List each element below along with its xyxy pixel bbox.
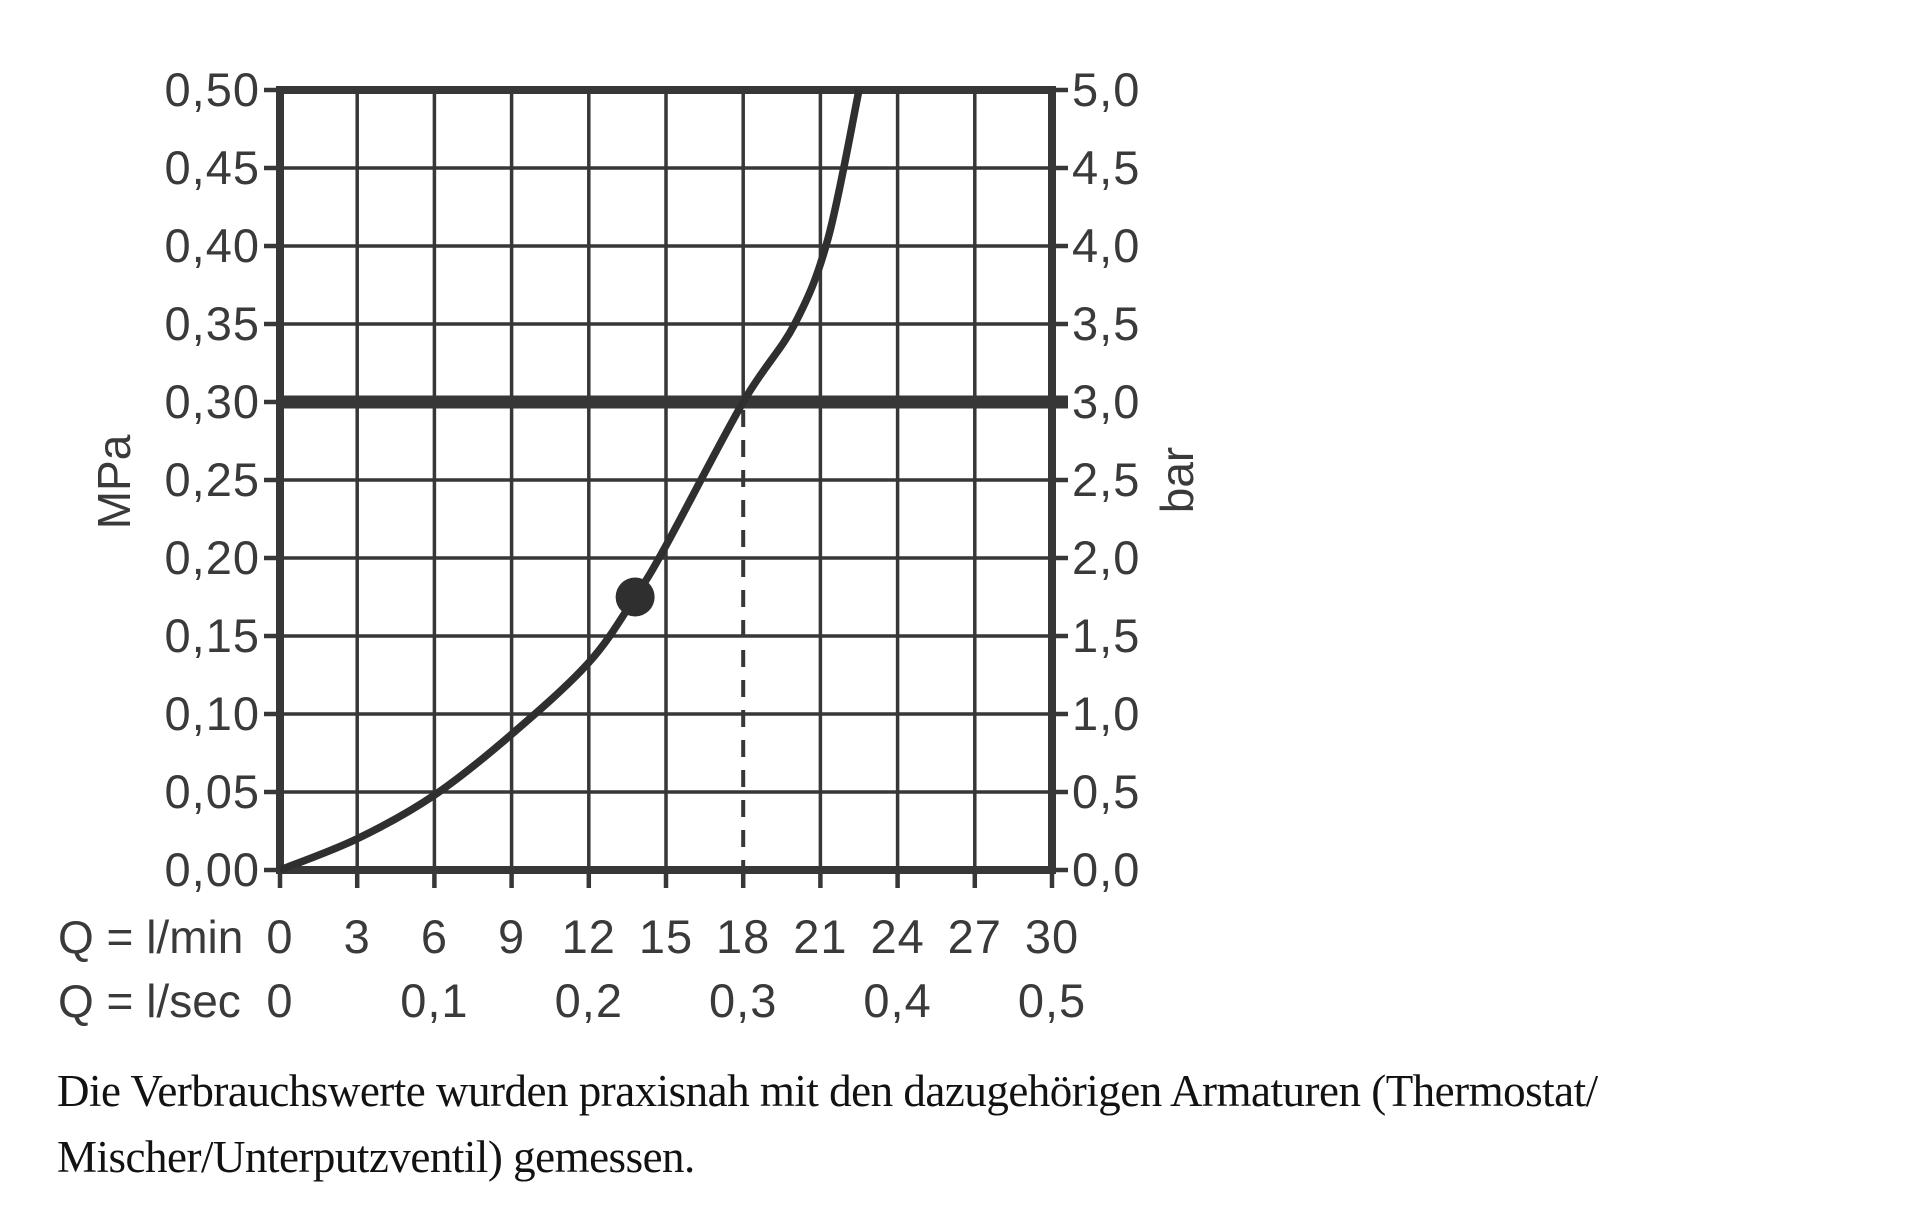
y-right-tick-label: 1,0	[1072, 687, 1141, 740]
y-left-tick-label: 0,50	[164, 63, 260, 116]
x-lmin-tick-label: 15	[638, 910, 694, 963]
x-lsec-tick-label: 0	[266, 974, 294, 1027]
y-right-tick-label: 2,0	[1072, 531, 1141, 584]
caption-line-1: Die Verbrauchswerte wurden praxisnah mit…	[57, 1066, 1598, 1116]
y-right-tick-label: 3,0	[1072, 375, 1141, 428]
x-lsec-tick-label: 0,5	[1017, 974, 1087, 1027]
x-lsec-tick-label: 0,2	[554, 974, 623, 1027]
caption: Die Verbrauchswerte wurden praxisnah mit…	[57, 1058, 1877, 1190]
x-axis-row1-label: Q = l/min	[58, 911, 244, 963]
y-left-tick-label: 0,45	[164, 141, 260, 194]
y-left-tick-label: 0,40	[164, 219, 260, 272]
y-left-tick-label: 0,00	[164, 843, 260, 896]
y-right-tick-label: 0,0	[1072, 843, 1141, 896]
y-right-tick-label: 0,5	[1072, 765, 1141, 818]
x-axis-row2-label: Q = l/sec	[58, 975, 241, 1027]
y-right-tick-label: 5,0	[1072, 63, 1141, 116]
x-lmin-tick-label: 27	[947, 910, 1002, 963]
caption-line-2: Mischer/Unterputzventil) gemessen.	[57, 1132, 695, 1182]
y-left-tick-label: 0,35	[164, 297, 260, 350]
x-lsec-tick-label: 0,4	[863, 974, 932, 1027]
x-lsec-tick-label: 0,3	[709, 974, 778, 1027]
flow-chart: MPa bar Q = l/min Q = l/sec 0,50 0,45 0,40…	[58, 63, 1203, 1027]
y-left-tick-label: 0,15	[164, 609, 260, 662]
chart-canvas	[264, 86, 1068, 888]
y-right-tick-label: 4,0	[1072, 219, 1141, 272]
x-lmin-tick-label: 21	[793, 910, 848, 963]
x-lmin-tick-label: 24	[870, 910, 925, 963]
x-lmin-tick-label: 0	[266, 910, 294, 963]
y-right-tick-label: 4,5	[1072, 141, 1141, 194]
x-lmin-tick-label: 12	[561, 910, 616, 963]
y-left-tick-label: 0,20	[164, 531, 260, 584]
x-lmin-tick-label: 6	[420, 910, 448, 963]
y-right-tick-label: 2,5	[1072, 453, 1141, 506]
x-lmin-tick-label: 30	[1024, 910, 1080, 963]
x-lmin-tick-label: 18	[716, 910, 771, 963]
y-right-tick-label: 3,5	[1072, 297, 1141, 350]
y-left-tick-label: 0,30	[164, 375, 260, 428]
curve-marker-dot	[615, 577, 655, 617]
x-lsec-tick-label: 0,1	[400, 974, 469, 1027]
y-left-tick-label: 0,25	[164, 453, 260, 506]
chart-label-layer: MPa bar Q = l/min Q = l/sec 0,50 0,45 0,40…	[58, 63, 1203, 1027]
x-lmin-tick-label: 9	[498, 910, 526, 963]
y-right-tick-label: 1,5	[1072, 609, 1141, 662]
y-left-tick-label: 0,05	[164, 765, 260, 818]
x-lmin-tick-label: 3	[343, 910, 371, 963]
y-left-tick-label: 0,10	[164, 687, 260, 740]
